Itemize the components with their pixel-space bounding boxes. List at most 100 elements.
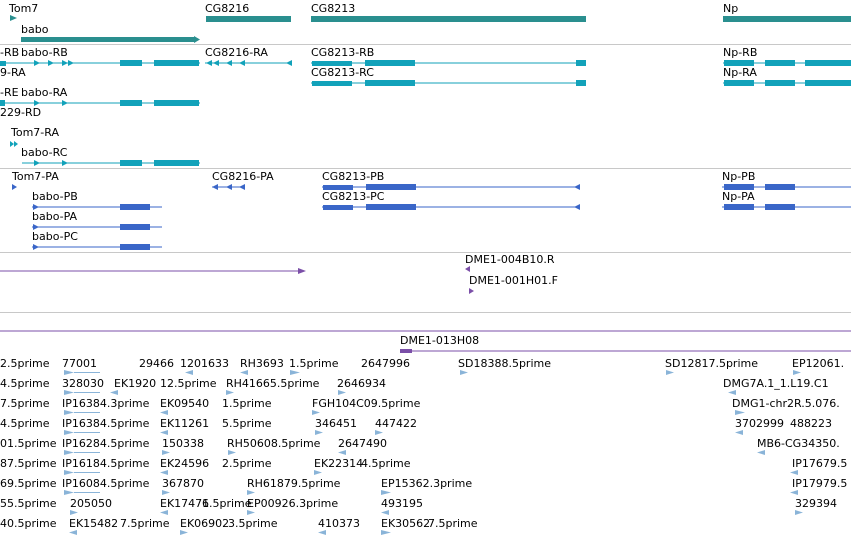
transcript-exon[interactable]	[805, 60, 851, 66]
est-label[interactable]: EK09540	[160, 397, 210, 410]
est-label[interactable]: 1.5prime	[289, 357, 339, 370]
est-feature[interactable]	[247, 490, 255, 495]
est-feature[interactable]	[69, 530, 77, 535]
protein-label[interactable]: Np-PB	[722, 170, 756, 183]
est-label[interactable]: 77001	[62, 357, 97, 370]
est-label[interactable]: 40.5prime	[0, 517, 57, 530]
est-feature[interactable]	[793, 370, 801, 375]
gene-label-cg8213[interactable]: CG8213	[311, 2, 356, 15]
est-label[interactable]: EK24596	[160, 457, 210, 470]
transcript-label[interactable]: Tom7-RA	[11, 126, 59, 139]
est-label[interactable]: SD12817.5prime	[665, 357, 758, 370]
transcript-label[interactable]: -RB	[0, 46, 20, 59]
est-label[interactable]: IP16184.5prime	[62, 457, 150, 470]
protein-exon[interactable]	[120, 204, 150, 210]
protein-label[interactable]: babo-PB	[32, 190, 78, 203]
est-feature[interactable]	[162, 450, 170, 455]
est-label[interactable]: 205050	[70, 497, 112, 510]
est-feature[interactable]	[314, 470, 322, 475]
est-feature[interactable]	[162, 490, 170, 495]
est-feature[interactable]	[338, 450, 346, 455]
est-label[interactable]: 4.5prime	[0, 417, 50, 430]
gene-feature-cg8213[interactable]	[311, 16, 586, 22]
est-label[interactable]: 410373	[318, 517, 360, 530]
cdna-label[interactable]: DME1-004B10.R	[465, 253, 555, 266]
gene-label-cg8216[interactable]: CG8216	[205, 2, 250, 15]
transcript-exon[interactable]	[0, 100, 5, 106]
transcript-label[interactable]: CG8213-RB	[311, 46, 375, 59]
transcript-exon[interactable]	[120, 100, 142, 106]
cdna-label[interactable]: DME1-001H01.F	[469, 274, 558, 287]
protein-exon[interactable]	[323, 205, 353, 210]
est-label[interactable]: 3.5prime	[228, 517, 278, 530]
est-feature[interactable]	[757, 450, 765, 455]
protein-exon[interactable]	[765, 184, 795, 190]
gene-feature-babo[interactable]	[21, 37, 194, 42]
protein-exon[interactable]	[120, 224, 150, 230]
est-feature[interactable]	[180, 530, 188, 535]
est-feature[interactable]	[110, 390, 118, 395]
est-label[interactable]: EP00926.3prime	[247, 497, 339, 510]
est-label[interactable]: EK11261	[160, 417, 210, 430]
est-feature[interactable]	[375, 430, 383, 435]
est-feature[interactable]	[795, 510, 803, 515]
transcript-label[interactable]: babo-RA	[21, 86, 68, 99]
protein-exon[interactable]	[120, 244, 150, 250]
est-label[interactable]: DMG7A.1_1.L19.C1	[723, 377, 829, 390]
est-label[interactable]: 150338	[162, 437, 204, 450]
est-feature[interactable]	[338, 390, 346, 395]
est-feature[interactable]	[312, 410, 320, 415]
transcript-label[interactable]: Np-RB	[723, 46, 758, 59]
est-feature[interactable]	[64, 390, 74, 395]
est-label[interactable]: 2.5prime	[222, 457, 272, 470]
est-feature[interactable]	[185, 370, 193, 375]
est-feature[interactable]	[315, 430, 323, 435]
transcript-exon[interactable]	[724, 80, 754, 86]
est-label[interactable]: 2646934	[337, 377, 386, 390]
transcript-label[interactable]: 229-RD	[0, 106, 42, 119]
protein-label[interactable]: CG8213-PC	[322, 190, 385, 203]
est-feature[interactable]	[318, 530, 326, 535]
est-feature[interactable]	[460, 370, 468, 375]
protein-label[interactable]: Tom7-PA	[12, 170, 59, 183]
transcript-exon[interactable]	[120, 160, 142, 166]
protein-exon[interactable]	[724, 184, 754, 190]
est-label[interactable]: 346451	[315, 417, 357, 430]
est-label[interactable]: EK17471	[160, 497, 210, 510]
est-feature[interactable]	[381, 530, 391, 535]
est-feature[interactable]	[226, 390, 234, 395]
est-label[interactable]: IP17679.5	[792, 457, 848, 470]
est-label[interactable]: 12.5prime	[160, 377, 217, 390]
est-label[interactable]: RH41665.5prime	[226, 377, 320, 390]
protein-label[interactable]: Np-PA	[722, 190, 755, 203]
protein-label[interactable]: CG8216-PA	[212, 170, 274, 183]
est-feature[interactable]	[666, 370, 674, 375]
est-label[interactable]: 7.5prime	[0, 397, 50, 410]
est-feature[interactable]	[64, 370, 74, 375]
transcript-exon[interactable]	[805, 80, 851, 86]
est-label[interactable]: IP16084.5prime	[62, 477, 150, 490]
est-label[interactable]: SD18388.5prime	[458, 357, 551, 370]
est-feature[interactable]	[381, 510, 389, 515]
cdna-feature[interactable]	[465, 266, 470, 272]
est-label[interactable]: 5.5prime	[222, 417, 272, 430]
est-feature[interactable]	[381, 490, 391, 495]
protein-label[interactable]: babo-PC	[32, 230, 78, 243]
est-feature[interactable]	[228, 450, 236, 455]
est-label[interactable]: 4.5prime	[0, 377, 50, 390]
protein-exon[interactable]	[366, 204, 416, 210]
est-label[interactable]: 7.5prime	[428, 517, 478, 530]
est-label[interactable]: IP16284.5prime	[62, 437, 150, 450]
est-label[interactable]: 328030	[62, 377, 104, 390]
est-label[interactable]: 2647996	[361, 357, 410, 370]
est-label[interactable]: EK15482	[69, 517, 119, 530]
protein-exon[interactable]	[323, 185, 353, 190]
est-label[interactable]: 87.5prime	[0, 457, 57, 470]
transcript-exon[interactable]	[365, 80, 415, 86]
transcript-exon[interactable]	[365, 60, 415, 66]
est-label[interactable]: 367870	[162, 477, 204, 490]
est-feature[interactable]	[64, 450, 74, 455]
gene-feature-tom7[interactable]	[10, 15, 17, 21]
est-feature[interactable]	[64, 430, 74, 435]
protein-label[interactable]: CG8213-PB	[322, 170, 385, 183]
